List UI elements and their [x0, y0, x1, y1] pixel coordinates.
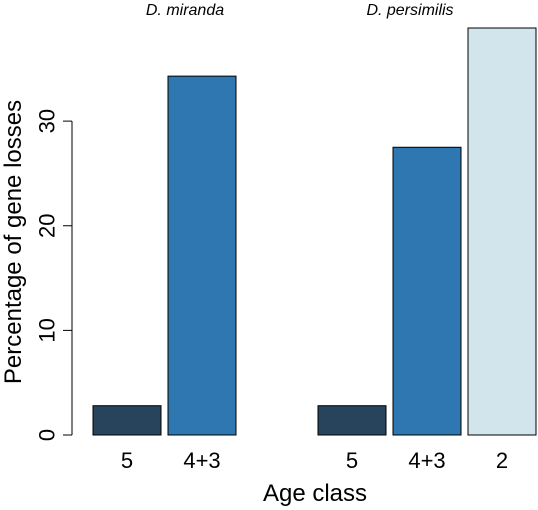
bar — [317, 405, 387, 436]
bar — [92, 405, 162, 436]
x-tick-label: 5 — [121, 448, 133, 473]
x-tick-label: 2 — [496, 448, 508, 473]
y-tick-label: 20 — [35, 214, 60, 238]
bar — [167, 75, 237, 436]
y-axis-title: Percentage of gene losses — [0, 100, 27, 384]
panel-titles: D. miranda D. persimilis — [146, 2, 454, 19]
bar — [392, 146, 462, 436]
y-tick-label: 10 — [35, 318, 60, 342]
bars — [92, 27, 537, 436]
panel-title: D. miranda — [146, 2, 224, 19]
panel-title: D. persimilis — [366, 2, 453, 19]
bar — [467, 27, 537, 436]
x-axis-title: Age class — [263, 480, 367, 507]
y-tick-label: 0 — [35, 429, 60, 441]
x-tick-labels: 5 4+3 5 4+3 2 — [121, 448, 508, 473]
x-tick-label: 4+3 — [408, 448, 445, 473]
y-axis: 0 10 20 30 — [35, 109, 73, 441]
x-tick-label: 4+3 — [183, 448, 220, 473]
x-tick-label: 5 — [346, 448, 358, 473]
y-tick-label: 30 — [35, 109, 60, 133]
